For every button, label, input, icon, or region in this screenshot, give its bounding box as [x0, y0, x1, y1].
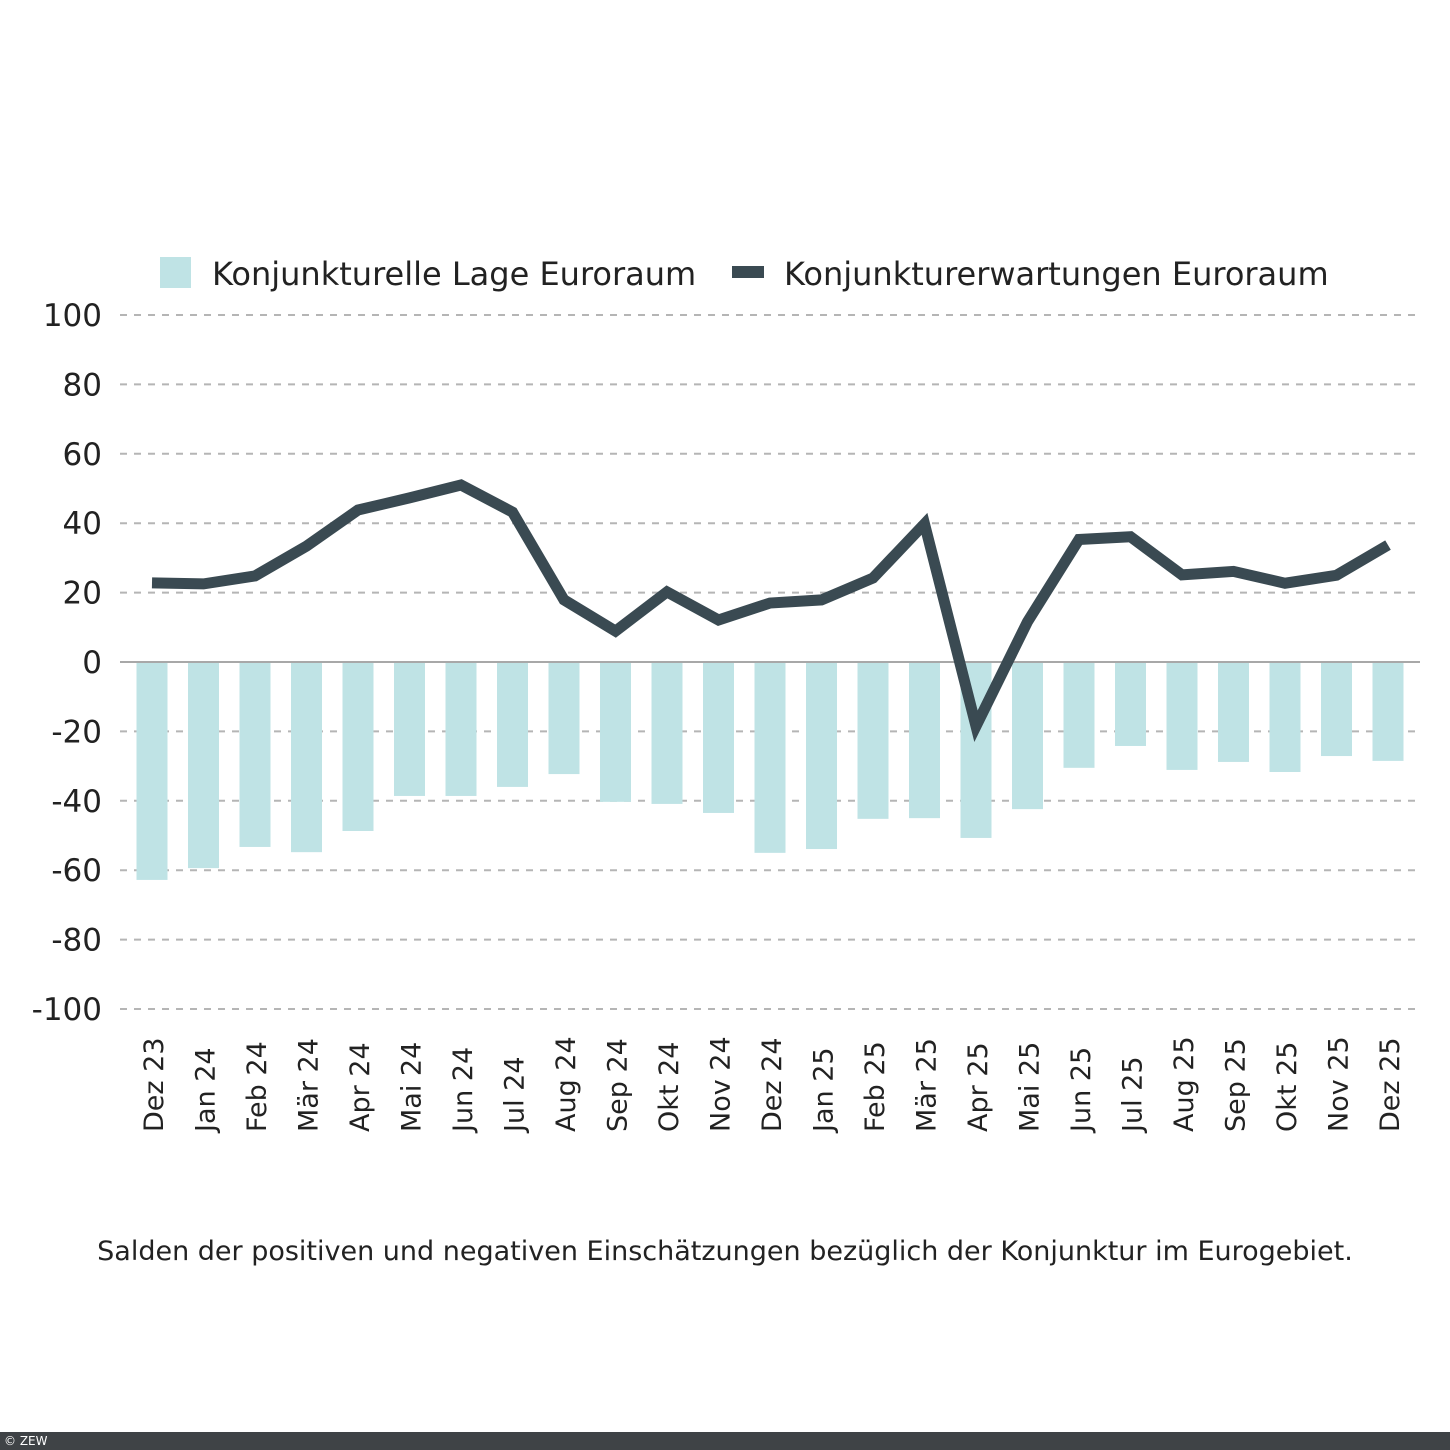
bar [1166, 662, 1198, 770]
bar [394, 662, 425, 796]
bar [1115, 662, 1146, 746]
x-tick-label: Dez 24 [757, 1037, 788, 1132]
x-tick-label: Feb 25 [860, 1041, 891, 1132]
x-tick-label: Jun 24 [448, 1047, 479, 1134]
x-tick-label: Mär 25 [912, 1038, 943, 1132]
x-tick-label: Feb 24 [242, 1041, 273, 1132]
y-tick-label: 0 [82, 645, 102, 681]
x-tick-label: Aug 25 [1169, 1036, 1200, 1132]
copyright: © ZEW [4, 1434, 48, 1448]
y-tick-label: 100 [43, 298, 102, 334]
bar [909, 662, 940, 819]
y-tick-label: -80 [51, 923, 102, 959]
bar [703, 662, 734, 813]
x-tick-label: Okt 25 [1272, 1042, 1303, 1132]
x-tick-label: Jun 25 [1066, 1047, 1097, 1134]
legend-swatch-line [732, 266, 764, 278]
bar [188, 662, 219, 869]
bar [1218, 662, 1249, 762]
x-tick-label: Nov 24 [706, 1036, 737, 1132]
bar [1372, 662, 1404, 761]
bar [754, 662, 786, 853]
y-tick-label: -20 [51, 714, 102, 750]
bar [291, 662, 322, 853]
legend-label-line: Konjunkturerwartungen Euroraum [784, 255, 1329, 293]
footer-bar: © ZEW [0, 1432, 1450, 1450]
bar [806, 662, 837, 850]
x-tick-label: Jul 25 [1118, 1056, 1149, 1134]
x-tick-label: Dez 23 [139, 1037, 170, 1132]
bar [342, 662, 374, 831]
x-tick-label: Apr 24 [345, 1042, 376, 1132]
x-tick-label: Mai 25 [1015, 1042, 1046, 1132]
bar [651, 662, 683, 804]
bar [136, 662, 168, 880]
y-tick-label: 40 [63, 506, 102, 542]
y-tick-label: -100 [32, 992, 102, 1028]
x-tick-label: Okt 24 [654, 1042, 685, 1132]
y-tick-label: -60 [51, 853, 102, 889]
bar [548, 662, 580, 775]
bar [497, 662, 528, 787]
x-tick-label: Mai 24 [397, 1042, 428, 1132]
x-tick-label: Mär 24 [294, 1038, 325, 1132]
x-tick-label: Sep 24 [603, 1038, 634, 1132]
bar [857, 662, 889, 819]
bar [1012, 662, 1043, 810]
y-tick-label: -40 [51, 784, 102, 820]
bar [600, 662, 631, 802]
x-tick-label: Jan 24 [191, 1047, 222, 1134]
x-tick-label: Jul 24 [500, 1056, 531, 1134]
legend-label-bar: Konjunkturelle Lage Euroraum [212, 255, 696, 293]
x-tick-label: Aug 24 [551, 1036, 582, 1132]
x-tick-label: Nov 25 [1324, 1036, 1355, 1132]
bar [1063, 662, 1095, 768]
x-tick-label: Dez 25 [1375, 1037, 1406, 1132]
bar [239, 662, 271, 847]
x-tick-label: Sep 25 [1221, 1038, 1252, 1132]
bar [1321, 662, 1352, 757]
x-tick-label: Jan 25 [809, 1047, 840, 1134]
legend-swatch-bar [160, 257, 191, 288]
y-tick-label: 80 [63, 367, 102, 403]
chart: 100 80 60 40 20 0 -20 -40 -60 -80 -100 Dez 23 Jan 24… [32, 255, 1420, 1134]
y-tick-label: 20 [63, 576, 102, 612]
bar [445, 662, 477, 796]
bar [1269, 662, 1301, 772]
y-tick-label: 60 [63, 437, 102, 473]
x-tick-label: Apr 25 [963, 1042, 994, 1132]
chart-caption: Salden der positiven und negativen Einsc… [97, 1236, 1353, 1267]
